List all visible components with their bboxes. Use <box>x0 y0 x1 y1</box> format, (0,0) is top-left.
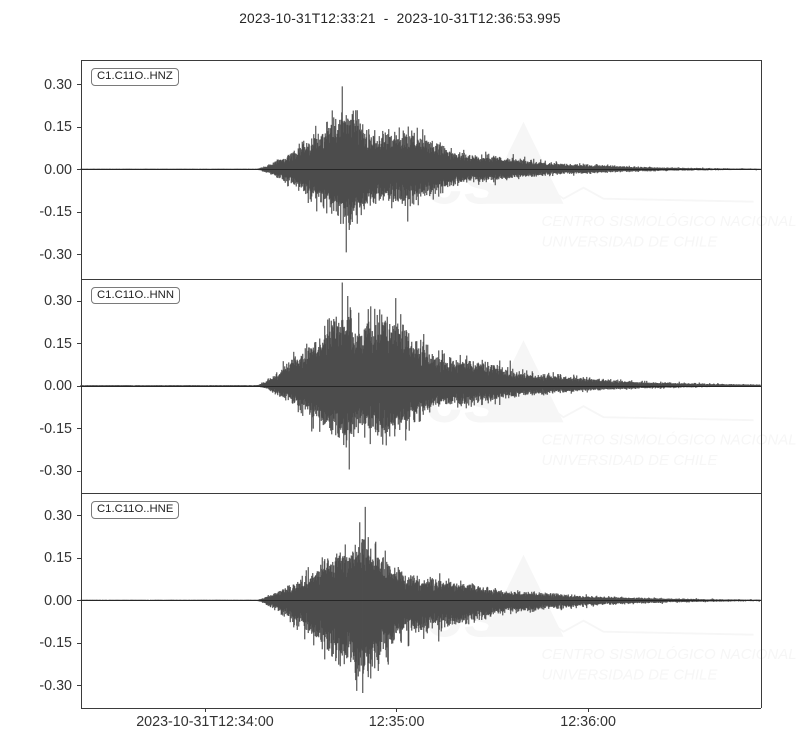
svg-text:UNIVERSIDAD DE CHILE: UNIVERSIDAD DE CHILE <box>542 667 719 684</box>
svg-text:CENTRO SISMOLÓGICO NACIONAL: CENTRO SISMOLÓGICO NACIONAL <box>542 432 797 449</box>
svg-text:UNIVERSIDAD DE CHILE: UNIVERSIDAD DE CHILE <box>542 452 719 469</box>
svg-text:CENTRO SISMOLÓGICO NACIONAL: CENTRO SISMOLÓGICO NACIONAL <box>542 646 797 663</box>
svg-text:UNIVERSIDAD DE CHILE: UNIVERSIDAD DE CHILE <box>542 234 719 251</box>
svg-text:CENTRO SISMOLÓGICO NACIONAL: CENTRO SISMOLÓGICO NACIONAL <box>542 213 797 230</box>
